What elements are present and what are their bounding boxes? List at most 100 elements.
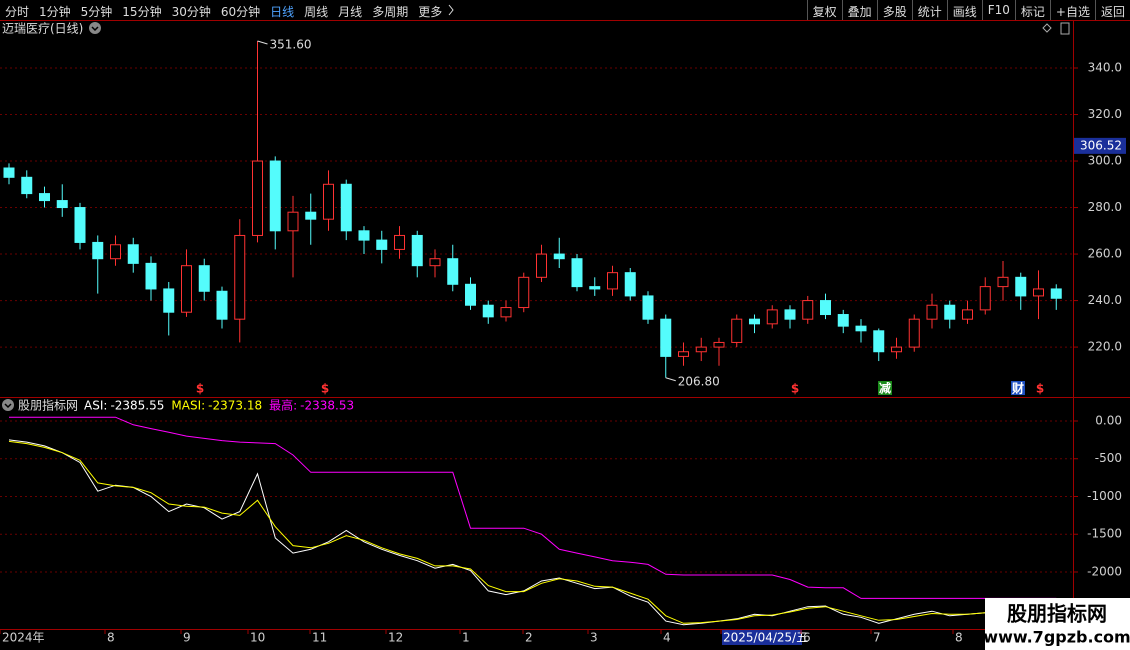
period-tab[interactable]: 多周期 [372,5,409,19]
candle-body [802,300,814,320]
event-label: $ [321,382,329,396]
event-label: 减 [879,381,891,396]
candle-body [713,341,725,348]
candle-body [571,258,583,288]
candle-body [642,295,654,320]
x-tick-label: 7 [873,631,881,645]
price-tag [1074,137,1126,154]
x-tick-label: 8 [107,631,115,645]
legend-name: ASI: [84,399,107,413]
tool-button[interactable]: 标记 [1014,0,1050,20]
y-tick-label: 280.0 [1088,200,1122,214]
candle-body [695,346,707,353]
event-label: $ [791,382,799,396]
candle-body [482,304,494,318]
y-tick-label: 340.0 [1088,61,1122,75]
candle-body [465,283,476,306]
tool-button[interactable]: F10 [981,0,1015,20]
watermark-url: www.7gpzb.com [983,628,1130,647]
menu-icon[interactable] [89,22,101,34]
candle-body [21,176,33,195]
indicator-title: 股朋指标网 [18,398,78,413]
tool-button[interactable]: 叠加 [841,0,877,20]
candle-body [252,160,263,236]
menu-icon [91,26,99,32]
candle-body [198,265,210,292]
candle-body [39,193,50,202]
tool-button[interactable]: 统计 [911,0,947,20]
plots: 220.0 240.0 260.0 280.0 300.0 320.0 340.0 351.6… [0,38,1126,645]
y-tick-label: 260.0 [1088,247,1122,261]
event-label: $ [1036,382,1044,396]
candle-body [926,304,938,320]
option-icon[interactable] [1060,22,1070,35]
legend-value: -2385.55 [110,399,164,413]
legend-value: -2338.53 [300,399,354,413]
watermark-title: 股朋指标网 [1007,602,1107,626]
y-tick-label: 0.00 [1095,414,1122,428]
tool-buttons: 复权 叠加 多股 统计 画线 F10 标记 +自选 返回 [806,0,1130,20]
candle-body [269,160,281,232]
candle-body [589,286,601,290]
indicator-line [9,416,1057,599]
y-tick-label: -1000 [1087,489,1122,503]
period-tab[interactable]: 月线 [338,5,363,19]
period-tab[interactable]: 30分钟 [171,5,211,19]
y-tick-label: -1500 [1087,527,1122,541]
candle-body [607,272,618,290]
candle-body [92,241,104,260]
period-tab[interactable]: 60分钟 [220,5,261,19]
option-icon[interactable] [1042,23,1052,33]
x-tick-label: 2025/04/25/五 [723,631,808,645]
candle-body [997,276,1009,288]
candle-body [500,307,512,318]
candle-body [163,288,175,313]
candle-body [518,276,530,309]
date-highlight [722,630,802,645]
candle-body [323,183,334,220]
tool-button[interactable]: 复权 [806,0,842,20]
candle-body [678,351,689,357]
candle-body [340,183,352,232]
candle-body [1033,288,1044,297]
candle-body [624,272,636,297]
low-pointer [665,377,676,382]
candle-body [979,286,991,311]
period-tab[interactable]: 更多 [418,5,443,19]
tool-button[interactable]: 返回 [1094,0,1130,20]
tool-button[interactable]: 多股 [876,0,912,20]
event-badge [1011,381,1025,395]
period-tab[interactable]: 周线 [304,5,329,19]
high-label: 351.60 [270,38,312,52]
period-tab[interactable]: 15分钟 [122,5,162,19]
candle-body [234,234,246,320]
candle-body [376,239,388,250]
candle-body [3,167,15,178]
period-tab[interactable]: 日线 [270,5,295,19]
indicator-line [8,440,986,624]
event-label: 财 [1011,381,1024,396]
tool-button[interactable]: 画线 [946,0,982,20]
period-tab[interactable]: 5分钟 [80,5,113,19]
x-tick-label: 12 [388,631,403,645]
candle-body [731,318,743,343]
candle-body [145,262,157,290]
tool-button[interactable]: +自选 [1049,0,1095,20]
y-tick-label: 220.0 [1088,340,1122,354]
candle-body [553,253,565,260]
candle-body [181,265,192,313]
y-tick-label: 240.0 [1088,293,1122,307]
menu-icon [4,403,12,409]
watermark-box [985,598,1130,650]
legend-name: 最高: [269,398,297,413]
candle-body [110,244,121,260]
x-tick-label: 6 [803,631,811,645]
candle-body [429,258,441,267]
menu-icon[interactable] [2,399,14,411]
period-tab[interactable]: 1分钟 [39,5,71,19]
period-tab[interactable]: 分时 [5,5,30,19]
candle-body [660,318,672,357]
candle-body [216,290,228,320]
